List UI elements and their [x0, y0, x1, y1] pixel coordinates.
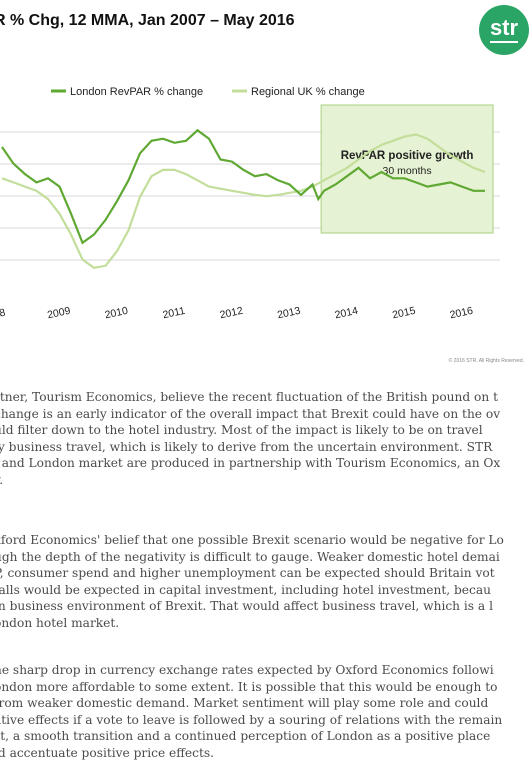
paragraph-line: ugh the depth of the negativity is diffi… — [0, 549, 500, 564]
paragraph-line: . and London market are produced in part… — [0, 456, 501, 471]
paragraph-line: P, consumer spend and higher unemploymen… — [0, 566, 495, 581]
paragraph-line: ly business travel, which is likely to d… — [0, 439, 493, 454]
paragraph-line: y. — [0, 472, 500, 489]
paragraph-line: uld filter down to the hotel industry. M… — [0, 423, 483, 438]
revpar-line-chart: RevPAR positive growth 30 months London … — [0, 86, 500, 322]
paragraph: xford Economics' belief that one possibl… — [0, 532, 504, 632]
legend-label-regional: Regional UK % change — [251, 86, 365, 98]
paragraph-line: change is an early indicator of the over… — [0, 406, 501, 421]
x-tick-label: 2016 — [449, 305, 474, 322]
paragraph-line: in business environment of Brexit. That … — [0, 599, 493, 614]
highlight-title: RevPAR positive growth — [341, 150, 474, 162]
copyright-note: © 2016 STR. All Rights Reserved. — [448, 358, 524, 364]
paragraph-line: ative effects if a vote to leave is foll… — [0, 712, 503, 727]
paragraph-line: from weaker domestic demand. Market sent… — [0, 696, 489, 711]
paragraph-line: ondon more affordable to some extent. It… — [0, 679, 498, 694]
x-tick-label: 2011 — [162, 305, 187, 321]
legend-label-london: London RevPAR % change — [70, 86, 203, 98]
chart-legend: London RevPAR % change Regional UK % cha… — [51, 86, 365, 98]
paragraph-line: rtner, Tourism Economics, believe the re… — [0, 390, 499, 404]
x-tick-label: 8 — [0, 307, 7, 320]
x-tick-label: 2015 — [391, 305, 416, 322]
paragraph-line: ld accentuate positive price effects. — [0, 745, 214, 760]
x-axis-tick-labels: 8 2009 2010 2011 2012 2013 2014 2015 2016 — [0, 305, 474, 322]
series-line-london — [1, 128, 485, 245]
x-tick-label: 2014 — [334, 305, 359, 322]
x-tick-label: 2009 — [46, 305, 71, 322]
x-tick-label: 2010 — [104, 305, 129, 322]
paragraph-line: ondon hotel market. — [0, 615, 120, 630]
paragraph: he sharp drop in currency exchange rates… — [0, 662, 502, 762]
paragraph-line: he sharp drop in currency exchange rates… — [0, 663, 494, 677]
x-tick-label: 2012 — [219, 305, 244, 322]
positive-growth-highlight — [320, 104, 494, 234]
series-line-regional — [1, 133, 486, 269]
highlight-subtitle: 30 months — [383, 165, 432, 177]
str-logo: str — [479, 5, 529, 55]
chart-title: R % Chg, 12 MMA, Jan 2007 – May 2016 — [0, 12, 295, 29]
paragraph: rtner, Tourism Economics, believe the re… — [0, 389, 500, 489]
x-tick-label: 2013 — [276, 305, 301, 322]
paragraph-line: falls would be expected in capital inves… — [0, 582, 491, 597]
paragraph-line: xford Economics' belief that one possibl… — [0, 533, 504, 547]
paragraph-line: st, a smooth transition and a continued … — [0, 729, 491, 744]
